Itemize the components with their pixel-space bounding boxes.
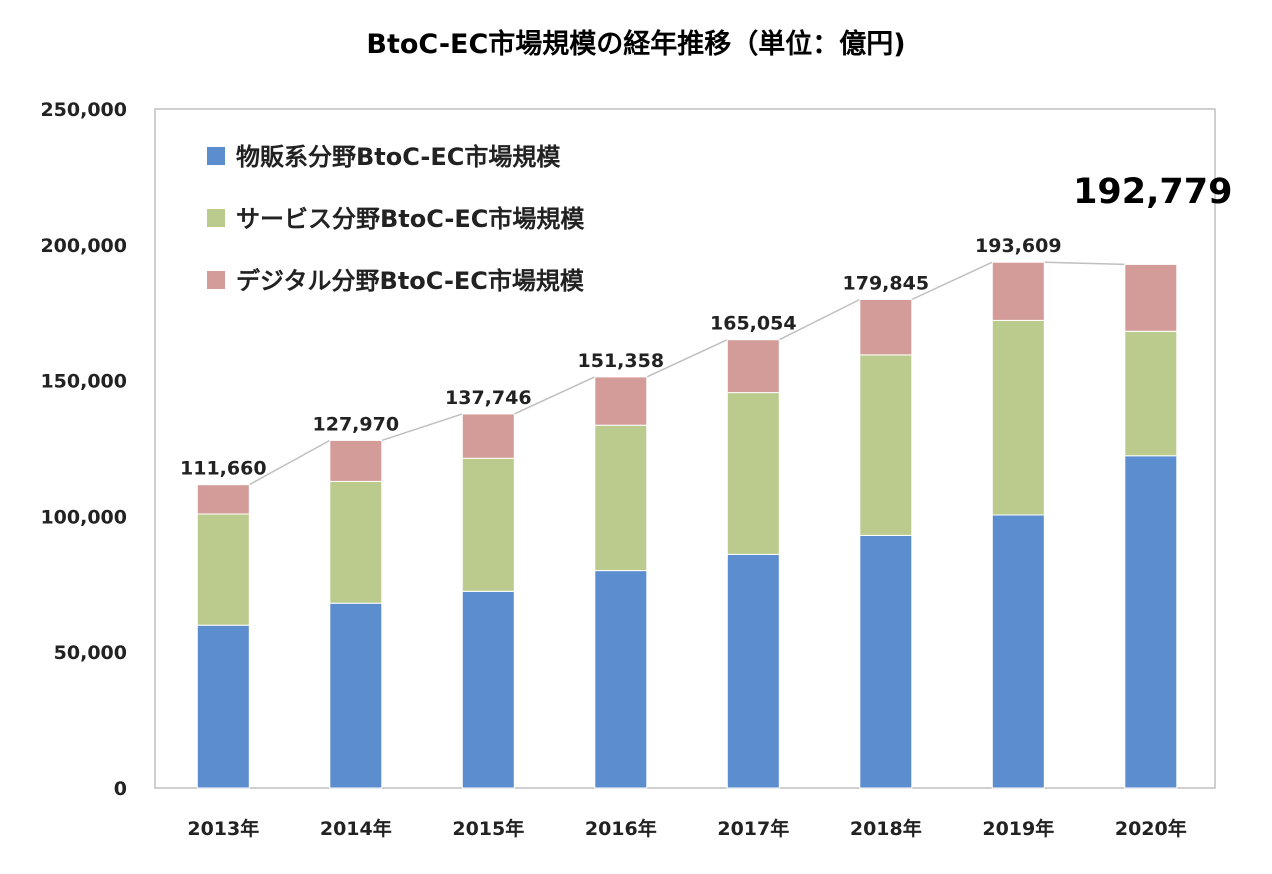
- total-label-2: 127,970: [313, 413, 400, 435]
- bar-segment-1-5: [726, 553, 780, 789]
- bar-segment-1-4: [594, 570, 648, 789]
- connector-line-5: [778, 298, 861, 341]
- bar-segment-1-7: [991, 514, 1045, 789]
- total-label-6: 179,845: [843, 273, 930, 295]
- bar-segment-1-8: [1124, 455, 1178, 789]
- total-label-4: 151,358: [578, 350, 665, 372]
- bar-segment-3-3: [461, 413, 515, 459]
- bar-segment-2-7: [991, 319, 1045, 516]
- connector-line-2: [381, 413, 463, 442]
- bar-segment-3-7: [991, 261, 1045, 321]
- total-label-3: 137,746: [445, 387, 532, 409]
- bar-segment-2-1: [196, 513, 250, 626]
- legend-swatch-3: [207, 271, 225, 289]
- bar-segment-3-6: [859, 299, 913, 356]
- bar-segment-1-6: [859, 534, 913, 789]
- legend-swatch-1: [207, 147, 225, 165]
- total-label-5: 165,054: [710, 313, 797, 335]
- total-label-1: 111,660: [180, 458, 267, 480]
- y-tick-label-5: 200,000: [40, 235, 127, 257]
- x-tick-label-5: 2017年: [717, 817, 789, 840]
- connector-line-6: [911, 261, 993, 301]
- legend-label-1: 物販系分野BtoC-EC市場規模: [236, 143, 561, 171]
- x-tick-label-6: 2018年: [850, 817, 922, 840]
- y-tick-label-3: 100,000: [40, 506, 127, 528]
- total-labels: 111,660 127,970 137,746 151,358 165,054 179,8…: [180, 172, 1232, 480]
- x-tick-label-8: 2020年: [1115, 817, 1187, 840]
- connector-line-7: [1044, 261, 1125, 266]
- x-axis: 2013年 2014年 2015年 2016年 2017年 2018年 2019年 2020年: [187, 817, 1186, 840]
- bar-segment-2-5: [726, 392, 780, 555]
- x-tick-label-7: 2019年: [982, 817, 1054, 840]
- bar-segment-3-5: [726, 339, 780, 394]
- bar-segment-3-2: [329, 439, 383, 482]
- y-tick-label-2: 50,000: [54, 642, 127, 664]
- bar-segment-1-1: [196, 624, 250, 789]
- connector-line-4: [646, 339, 728, 378]
- legend-label-3: デジタル分野BtoC-EC市場規模: [236, 267, 585, 295]
- bars: [196, 261, 1178, 789]
- x-tick-label-3: 2015年: [452, 817, 524, 840]
- connector-line-1: [248, 439, 331, 486]
- total-label-7: 193,609: [975, 235, 1062, 257]
- bar-segment-2-6: [859, 354, 913, 536]
- bar-segment-2-2: [329, 481, 383, 604]
- y-tick-label-4: 150,000: [40, 371, 127, 393]
- x-tick-label-2: 2014年: [320, 817, 392, 840]
- chart-title: BtoC-EC市場規模の経年推移（単位：億円): [366, 29, 906, 60]
- bar-segment-2-4: [594, 424, 648, 572]
- bar-segment-1-2: [329, 602, 383, 789]
- total-label-highlight: 192,779: [1073, 172, 1232, 212]
- bar-segment-3-1: [196, 484, 250, 515]
- bar-segment-1-3: [461, 590, 515, 789]
- bar-segment-2-3: [461, 457, 515, 592]
- bar-segment-3-4: [594, 376, 648, 426]
- y-tick-label-6: 250,000: [40, 99, 127, 121]
- bar-segment-2-8: [1124, 330, 1178, 457]
- legend: 物販系分野BtoC-EC市場規模サービス分野BtoC-EC市場規模デジタル分野B…: [207, 143, 585, 295]
- total-connector-lines: [248, 261, 1125, 486]
- connector-line-3: [513, 376, 596, 415]
- legend-swatch-2: [207, 209, 225, 227]
- x-tick-label-1: 2013年: [187, 817, 259, 840]
- y-tick-label-1: 0: [114, 778, 127, 800]
- x-tick-label-4: 2016年: [585, 817, 657, 840]
- y-axis: 0 50,000 100,000 150,000 200,000 250,000: [40, 99, 127, 800]
- legend-label-2: サービス分野BtoC-EC市場規模: [236, 205, 585, 233]
- bar-segment-3-8: [1124, 263, 1178, 332]
